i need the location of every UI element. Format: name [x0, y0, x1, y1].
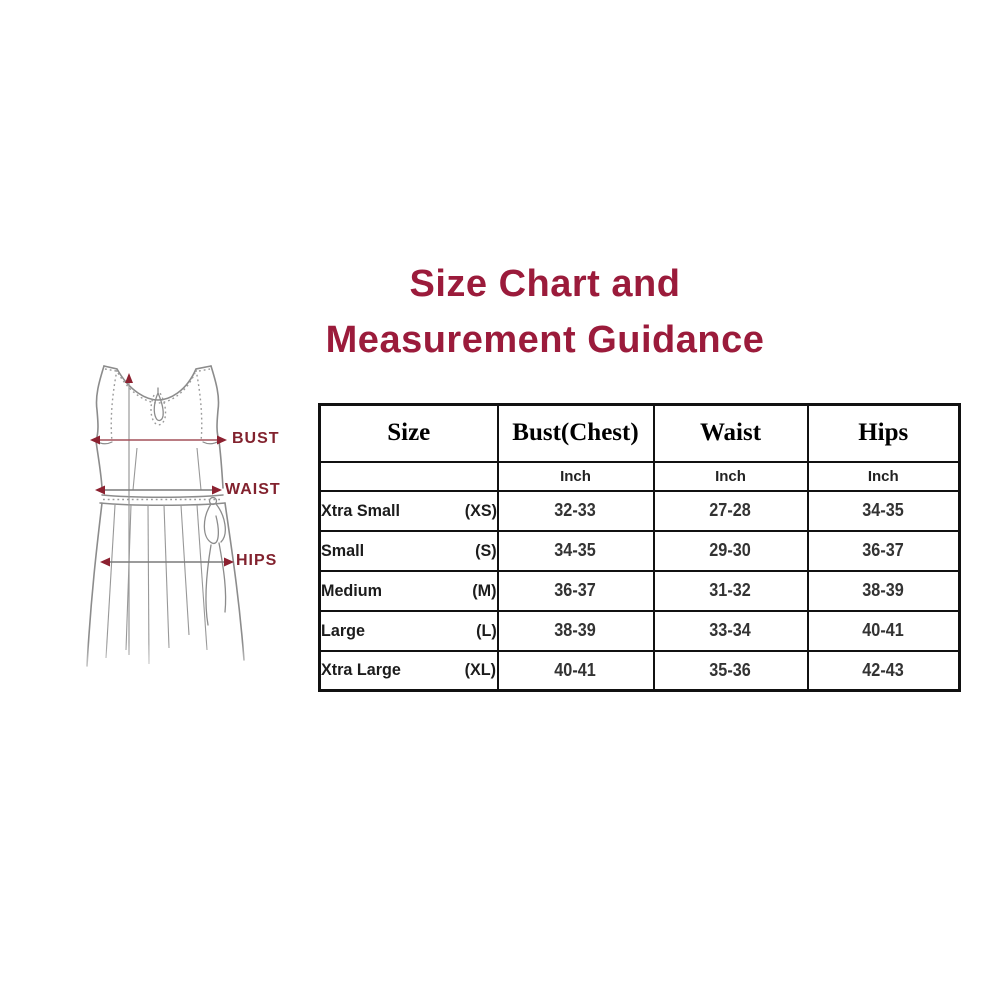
size-chart-table: Size Bust(Chest) Waist Hips Inch Inch In… [318, 403, 961, 692]
hips-label: HIPS [236, 552, 278, 569]
size-abbr: (S) [474, 540, 497, 560]
column-header-size: Size [318, 403, 499, 463]
sketch-fade [55, 642, 305, 690]
bust-value: 38-39 [554, 620, 597, 640]
bust-value: 36-37 [554, 580, 597, 600]
size-name: Xtra Large [321, 660, 401, 680]
waist-value-cell: 33-34 [652, 609, 809, 652]
table-row-s: Small (S) 34-35 29-30 36-37 [318, 529, 961, 572]
size-abbr: (M) [472, 580, 497, 600]
waist-bow [203, 496, 227, 626]
waist-value: 29-30 [709, 540, 752, 560]
unit-row: Inch Inch Inch [318, 460, 961, 492]
table-row-l: Large (L) 38-39 33-34 40-41 [318, 609, 961, 652]
bust-value-cell: 40-41 [496, 649, 655, 692]
hips-value-cell: 40-41 [806, 609, 961, 652]
hips-value: 34-35 [862, 500, 904, 520]
hips-value: 42-43 [862, 659, 904, 680]
unit-cell-hips: Inch [806, 460, 961, 492]
table-header-row: Size Bust(Chest) Waist Hips [318, 403, 961, 463]
bust-value-cell: 32-33 [496, 489, 655, 532]
hips-value-cell: 38-39 [806, 569, 961, 612]
size-name-cell: Small (S) [318, 529, 499, 572]
bust-value: 32-33 [554, 500, 597, 520]
table-row-xs: Xtra Small (XS) 32-33 27-28 34-35 [318, 489, 961, 532]
bust-value: 34-35 [554, 540, 597, 560]
hips-value-cell: 34-35 [806, 489, 961, 532]
size-name-cell: Xtra Large (XL) [318, 649, 499, 692]
hips-value-cell: 42-43 [806, 649, 961, 692]
hips-value: 40-41 [862, 620, 904, 640]
waist-value-cell: 27-28 [652, 489, 809, 532]
waist-value: 35-36 [709, 659, 752, 680]
page-title: Size Chart and Measurement Guidance [90, 256, 1000, 368]
bust-label: BUST [232, 430, 280, 447]
size-abbr: (XS) [464, 500, 497, 520]
size-name: Large [321, 620, 365, 640]
bust-value-cell: 36-37 [496, 569, 655, 612]
waist-value-cell: 29-30 [652, 529, 809, 572]
waist-value: 27-28 [709, 500, 752, 520]
unit-cell-size [318, 460, 499, 492]
waist-value-cell: 31-32 [652, 569, 809, 612]
dress-measurement-diagram [55, 350, 305, 690]
unit-cell-waist: Inch [652, 460, 809, 492]
hips-value: 36-37 [862, 540, 904, 560]
column-header-hips: Hips [806, 403, 961, 463]
column-header-bust: Bust(Chest) [496, 403, 655, 463]
size-name-cell: Medium (M) [318, 569, 499, 612]
column-header-waist: Waist [652, 403, 809, 463]
trim-stitches [103, 368, 222, 501]
hips-value: 38-39 [862, 580, 904, 600]
size-abbr: (L) [475, 620, 497, 640]
title-line-1: Size Chart and [409, 263, 681, 305]
size-name: Small [321, 540, 365, 560]
unit-cell-bust: Inch [496, 460, 655, 492]
seam-lines [105, 447, 208, 665]
table-row-xl: Xtra Large (XL) 40-41 35-36 42-43 [318, 649, 961, 692]
waist-label: WAIST [225, 481, 281, 498]
dress-sketch [55, 365, 305, 690]
length-arrowhead [125, 373, 133, 383]
bust-value: 40-41 [554, 659, 597, 680]
dress-outline [86, 365, 245, 667]
waist-value: 33-34 [709, 620, 752, 640]
size-name: Medium [321, 580, 383, 600]
size-abbr: (XL) [465, 660, 497, 680]
size-name: Xtra Small [321, 500, 400, 520]
measurement-lines [90, 373, 234, 655]
title-line-2: Measurement Guidance [325, 319, 765, 361]
size-name-cell: Xtra Small (XS) [318, 489, 499, 532]
waist-value-cell: 35-36 [652, 649, 809, 692]
table-row-m: Medium (M) 36-37 31-32 38-39 [318, 569, 961, 612]
size-name-cell: Large (L) [318, 609, 499, 652]
hips-value-cell: 36-37 [806, 529, 961, 572]
waist-value: 31-32 [709, 580, 752, 600]
bust-value-cell: 38-39 [496, 609, 655, 652]
bust-value-cell: 34-35 [496, 529, 655, 572]
